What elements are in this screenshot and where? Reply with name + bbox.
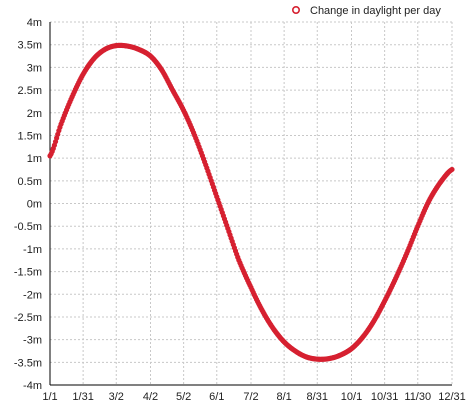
y-tick-label: -1.5m xyxy=(14,267,42,279)
legend[interactable]: Change in daylight per day xyxy=(291,5,442,17)
series-points xyxy=(47,42,455,362)
x-tick-labels: 1/1 1/31 3/2 4/2 5/2 6/1 7/2 8/1 8/31 10/1 10/31 11… xyxy=(42,391,465,403)
y-tick-label: 3m xyxy=(27,62,42,74)
y-tick-label: -2.5m xyxy=(14,312,42,324)
x-tick-label: 1/31 xyxy=(72,391,93,403)
y-tick-label: 0m xyxy=(27,199,42,211)
y-tick-label: 2.5m xyxy=(18,85,42,97)
y-tick-labels: 4m 3.5m 3m 2.5m 2m 1.5m 1m 0.5m 0m -0.5m -1m -1.5m -… xyxy=(14,17,42,392)
y-tick-label: -2m xyxy=(23,289,42,301)
y-tick-label: 4m xyxy=(27,17,42,29)
x-tick-label: 10/31 xyxy=(371,391,399,403)
y-tick-label: -0.5m xyxy=(14,221,42,233)
y-tick-label: -3m xyxy=(23,335,42,347)
grid xyxy=(49,21,453,385)
x-tick-label: 4/2 xyxy=(143,391,158,403)
x-tick-label: 5/2 xyxy=(176,391,191,403)
legend-label: Change in daylight per day xyxy=(310,5,441,17)
x-tick-label: 8/31 xyxy=(307,391,328,403)
x-tick-label: 11/30 xyxy=(404,391,431,403)
y-tick-label: -1m xyxy=(23,244,42,256)
x-tick-label: 7/2 xyxy=(243,391,258,403)
x-tick-label: 1/1 xyxy=(42,391,57,403)
y-tick-label: 0.5m xyxy=(18,176,42,188)
y-tick-label: -3.5m xyxy=(14,357,42,369)
y-tick-label: -4m xyxy=(23,380,42,392)
x-tick-label: 8/1 xyxy=(276,391,291,403)
x-tick-label: 6/1 xyxy=(209,391,224,403)
y-tick-label: 2m xyxy=(27,108,42,120)
data-point xyxy=(449,166,455,173)
axes xyxy=(49,22,452,386)
y-tick-label: 1.5m xyxy=(18,130,42,142)
x-tick-label: 12/31 xyxy=(438,391,466,403)
x-tick-label: 3/2 xyxy=(109,391,124,403)
y-tick-label: 3.5m xyxy=(18,40,42,52)
y-tick-label: 1m xyxy=(27,153,42,165)
legend-marker-icon xyxy=(291,6,300,15)
x-tick-label: 10/1 xyxy=(341,391,362,403)
